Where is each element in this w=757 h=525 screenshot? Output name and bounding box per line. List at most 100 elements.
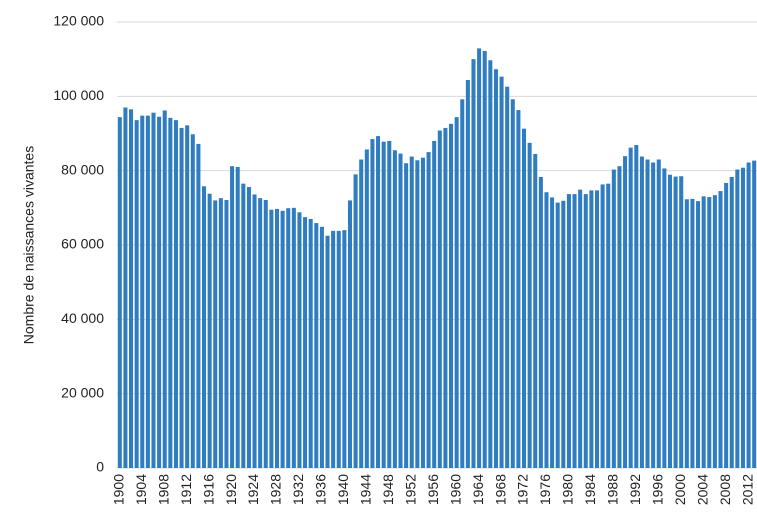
bar — [308, 218, 313, 468]
bar — [185, 125, 190, 468]
bar — [752, 160, 757, 469]
bar — [493, 69, 498, 469]
bar — [201, 186, 207, 468]
bar — [679, 176, 684, 468]
bar — [673, 176, 678, 468]
y-tick-label: 60 000 — [61, 236, 104, 252]
bar — [662, 168, 667, 469]
x-tick-label: 1908 — [155, 474, 171, 505]
bar — [628, 147, 633, 468]
bar — [606, 183, 611, 469]
x-tick-label: 1904 — [133, 474, 149, 505]
bar — [505, 86, 510, 469]
bar — [634, 145, 639, 468]
bar — [589, 190, 594, 469]
y-tick-label: 120 000 — [53, 13, 104, 29]
bar — [477, 48, 482, 468]
bar — [437, 130, 442, 468]
bar — [241, 183, 246, 469]
bar — [701, 196, 706, 469]
bar — [718, 191, 723, 468]
bar — [370, 139, 375, 468]
bar — [561, 200, 566, 468]
y-tick-label: 20 000 — [61, 384, 104, 400]
bar — [667, 174, 673, 468]
bar — [381, 141, 386, 468]
x-tick-label: 1960 — [447, 474, 463, 505]
bar — [623, 156, 628, 468]
bar — [656, 159, 661, 468]
x-tick-label: 2004 — [694, 474, 710, 505]
x-tick-label: 1976 — [537, 474, 553, 505]
bar — [218, 198, 223, 469]
x-tick-label: 1940 — [335, 474, 351, 505]
bar — [600, 184, 605, 468]
bar — [331, 230, 336, 468]
bar — [460, 99, 465, 468]
bar — [134, 120, 139, 469]
x-tick-label: 1992 — [627, 474, 643, 505]
bar — [482, 50, 487, 469]
x-tick-label: 1984 — [582, 474, 598, 505]
x-tick-label: 1972 — [515, 474, 531, 505]
bar — [157, 116, 162, 469]
bar — [258, 198, 263, 469]
bar — [572, 194, 577, 468]
bar — [392, 150, 397, 468]
bar — [449, 123, 454, 468]
x-tick-label: 1980 — [560, 474, 576, 505]
x-tick-label: 1944 — [358, 474, 374, 505]
y-tick-label: 40 000 — [61, 310, 104, 326]
bar — [465, 79, 470, 468]
bar — [611, 169, 616, 468]
bar — [280, 210, 285, 468]
bar — [409, 156, 414, 468]
bar — [286, 208, 291, 468]
bar — [387, 140, 392, 468]
x-tick-label: 1916 — [200, 474, 216, 505]
bar — [555, 202, 560, 468]
y-tick-label: 100 000 — [53, 87, 104, 103]
bar — [578, 189, 583, 468]
bar — [359, 159, 364, 468]
x-tick-label: 1952 — [402, 474, 418, 505]
bar — [415, 160, 420, 468]
bar — [566, 194, 571, 468]
y-tick-label: 80 000 — [61, 161, 104, 177]
bar — [230, 166, 235, 468]
x-tick-label: 1956 — [425, 474, 441, 505]
bar — [533, 153, 538, 469]
bar — [129, 109, 134, 468]
bar — [123, 107, 128, 468]
x-tick-label: 1928 — [268, 474, 284, 505]
bar — [336, 230, 341, 468]
y-tick-label: 0 — [96, 459, 104, 475]
bar — [420, 157, 425, 469]
bar — [404, 163, 409, 468]
y-axis-label: Nombre de naissances vivantes — [21, 146, 37, 344]
x-tick-label: 1932 — [290, 474, 306, 505]
bar — [235, 166, 240, 468]
bar — [471, 59, 476, 469]
x-tick-label: 2012 — [739, 474, 755, 505]
bar — [690, 198, 695, 468]
bar — [269, 209, 274, 469]
bar — [488, 60, 493, 468]
bar — [516, 110, 521, 469]
bar — [398, 153, 403, 468]
x-tick-label: 1996 — [649, 474, 665, 505]
x-tick-label: 1900 — [111, 474, 127, 505]
bar — [252, 194, 257, 468]
bar — [617, 166, 622, 468]
bar — [740, 167, 745, 468]
bar — [724, 182, 729, 468]
bar — [583, 194, 588, 468]
bar — [684, 199, 689, 468]
x-tick-label: 2008 — [717, 474, 733, 505]
x-tick-label: 1924 — [245, 474, 261, 505]
bar — [376, 136, 381, 468]
bar — [454, 117, 459, 468]
x-tick-label: 1988 — [605, 474, 621, 505]
x-tick-label: 1964 — [470, 474, 486, 505]
